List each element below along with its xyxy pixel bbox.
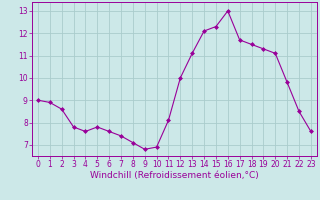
- X-axis label: Windchill (Refroidissement éolien,°C): Windchill (Refroidissement éolien,°C): [90, 171, 259, 180]
